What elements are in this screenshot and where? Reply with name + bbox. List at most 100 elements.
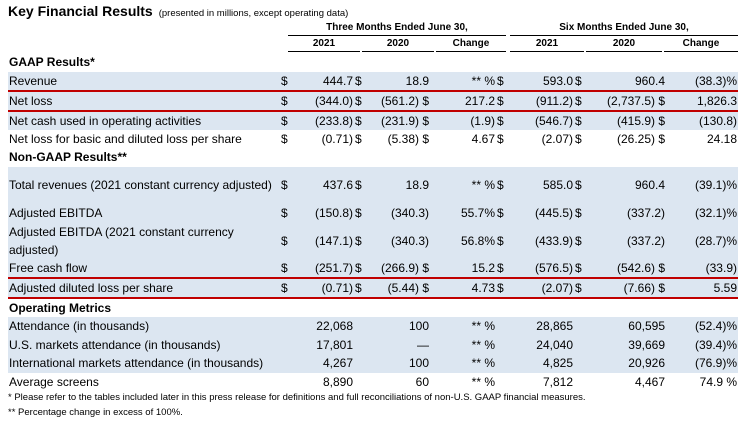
- cell-v1: [298, 53, 354, 72]
- cell-v4: 7,812: [542, 374, 573, 389]
- cell-d1: [280, 53, 298, 72]
- cell-d2: $: [354, 71, 368, 91]
- cell-v2: [368, 148, 430, 167]
- cell-v4: 24,040: [510, 335, 574, 354]
- cell-c3: 4.73: [430, 277, 496, 299]
- cell-c6: 74.9 %: [699, 374, 737, 389]
- cell-v5: (26.25) $: [616, 131, 665, 146]
- col-rule-change-ytd: [664, 51, 738, 52]
- cell-d2: [354, 335, 368, 354]
- cell-c6: 1,826.3: [666, 89, 738, 112]
- cell-v4: (546.7): [510, 110, 574, 130]
- cell-d5: [574, 335, 588, 354]
- cell-c6: (130.8): [666, 110, 738, 130]
- section-label: Non-GAAP Results**: [9, 150, 127, 165]
- cell-d1: $: [280, 222, 298, 259]
- col-rule-change-q: [436, 51, 506, 52]
- cell-c3: ** %: [430, 71, 496, 91]
- cell-v4: (2.07): [541, 131, 573, 146]
- cell-v5: 960.4: [588, 71, 666, 91]
- cell-d4: $: [496, 89, 510, 112]
- cell-v1: 4,267: [298, 354, 354, 373]
- cell-d4: [496, 148, 510, 167]
- cell-d4: $: [497, 131, 504, 146]
- cell-d4: [496, 354, 510, 373]
- cell-v5: [588, 53, 666, 72]
- cell-v2: [368, 53, 430, 72]
- cell-c3: ** %: [430, 317, 496, 336]
- section-header-row: Non-GAAP Results**: [8, 148, 738, 167]
- cell-v1: 17,801: [298, 335, 354, 354]
- footnote-percentage: ** Percentage change in excess of 100%.: [8, 407, 183, 418]
- cell-v5: (415.9) $: [588, 110, 666, 130]
- cell-d4: [496, 53, 510, 72]
- cell-c3: 56.8%: [430, 222, 496, 259]
- table-row: Adjusted diluted loss per share $ (0.71) $(…: [8, 277, 738, 299]
- table-row: Free cash flow $ (251.7) $ (266.9) $15.2 $ (57…: [8, 259, 738, 278]
- cell-d2: $: [354, 277, 368, 299]
- cell-c6: (38.3)%: [666, 71, 738, 91]
- table-row: Net cash used in operating activities $ (2…: [8, 110, 738, 130]
- cell-v1: [298, 148, 354, 167]
- cell-v5: 39,669: [588, 335, 666, 354]
- header-2021-ytd: 2021: [535, 38, 559, 49]
- row-label: Net loss: [8, 89, 280, 112]
- row-label: Free cash flow: [8, 259, 280, 278]
- cell-v1: (147.1): [298, 222, 354, 259]
- cell-v4: [510, 148, 574, 167]
- cell-d5: $: [574, 166, 588, 204]
- cell-d4: $: [496, 259, 510, 278]
- cell-c3: [430, 148, 496, 167]
- cell-c6: 5.59: [666, 277, 738, 299]
- cell-v4: 28,865: [510, 317, 574, 336]
- cell-v2: 100: [368, 354, 430, 373]
- cell-d5: [574, 373, 588, 392]
- section-label: GAAP Results*: [9, 55, 95, 70]
- cell-d5: [574, 317, 588, 336]
- cell-d4: [496, 298, 510, 317]
- cell-v5: [588, 298, 666, 317]
- cell-d5: $: [574, 277, 588, 299]
- cell-v4: [510, 298, 574, 317]
- cell-d5: [574, 148, 588, 167]
- row-label: Net cash used in operating activities: [8, 110, 280, 130]
- cell-d1: [280, 373, 298, 392]
- cell-d4: $: [496, 166, 510, 204]
- section-label: Operating Metrics: [9, 301, 112, 315]
- table-row: Attendance (in thousands) 22,068 100 ** % 28…: [8, 317, 738, 336]
- table-row: Adjusted EBITDA (2021 constant currency …: [8, 222, 738, 259]
- cell-d2: $: [354, 259, 368, 278]
- header-rule-six-months: [510, 35, 738, 36]
- cell-d2: [354, 298, 368, 317]
- cell-v5: 20,926: [588, 354, 666, 373]
- row-label: Revenue: [8, 71, 280, 91]
- cell-d4: $: [496, 71, 510, 91]
- col-rule-2020-ytd: [586, 51, 662, 52]
- col-rule-2021-q: [288, 51, 360, 52]
- cell-v5: 60,595: [588, 317, 666, 336]
- cell-d1: $: [281, 131, 288, 146]
- cell-c6: (28.7)%: [666, 222, 738, 259]
- report-title: Key Financial Results (presented in milli…: [8, 3, 348, 19]
- cell-c3: [430, 298, 496, 317]
- cell-d4: $: [496, 277, 510, 299]
- cell-c6: 24.18: [706, 131, 737, 146]
- cell-v5: (7.66) $: [588, 277, 666, 299]
- cell-v1: (233.8): [298, 110, 354, 130]
- cell-c3: 15.2: [430, 259, 496, 278]
- cell-d5: $: [574, 71, 588, 91]
- cell-d2: [354, 53, 368, 72]
- cell-d2: $: [354, 222, 368, 259]
- cell-d4: [496, 373, 510, 392]
- cell-v1: [298, 298, 354, 317]
- cell-v4: (2.07): [510, 277, 574, 299]
- cell-v5: (337.2): [588, 222, 666, 259]
- financial-results-table: GAAP Results* Revenue $444.7 $18.9 ** % $593.…: [8, 53, 738, 391]
- cell-c3: ** %: [430, 354, 496, 373]
- cell-v2: [368, 298, 430, 317]
- cell-d1: [280, 148, 298, 167]
- cell-d4: [496, 317, 510, 336]
- cell-v4: [510, 53, 574, 72]
- cell-d5: [574, 298, 588, 317]
- row-label: Total revenues (2021 constant currency a…: [8, 166, 280, 204]
